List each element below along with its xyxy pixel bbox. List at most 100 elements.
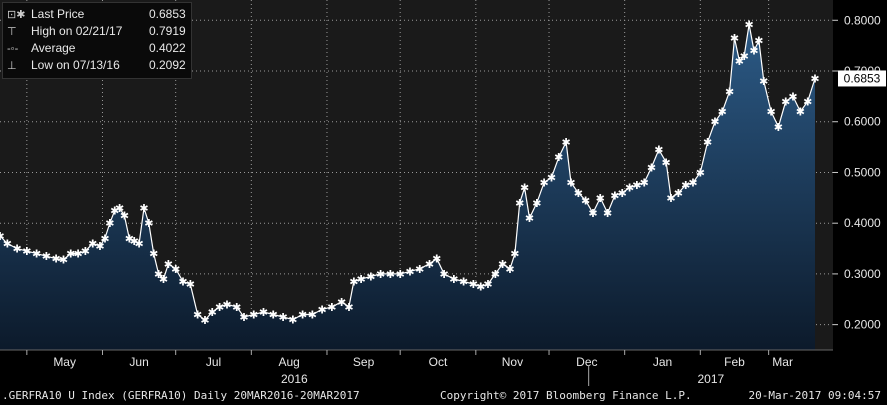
- data-point: ✱: [415, 263, 424, 276]
- legend-last-price-value: 0.6853: [149, 7, 186, 21]
- x-tick-label: May: [53, 355, 76, 369]
- x-tick-label: Feb: [724, 355, 745, 369]
- data-point: ✱: [618, 187, 627, 200]
- data-point: ✱: [647, 161, 656, 174]
- data-point: ✱: [740, 50, 749, 63]
- data-point: ✱: [139, 202, 148, 215]
- data-point: ✱: [625, 182, 634, 195]
- y-tick-label: 0.4000: [844, 216, 881, 230]
- data-point: ✱: [766, 106, 775, 119]
- data-point: ✱: [510, 248, 519, 261]
- legend-high-label: High on 02/21/17: [31, 24, 123, 38]
- data-point: ✱: [425, 258, 434, 271]
- data-point: ✱: [239, 311, 248, 324]
- data-point: ✱: [134, 237, 143, 250]
- x-axis: May Jun Jul Aug Sep Oct Nov Dec Jan Feb Mar 2016 201…: [26, 350, 793, 386]
- data-point: ✱: [200, 314, 209, 327]
- y-tick-label: 0.3000: [844, 267, 881, 281]
- x-tick-label: Dec: [576, 355, 597, 369]
- y-tick-label: 0.6000: [844, 115, 881, 129]
- price-area: [0, 24, 815, 351]
- legend-average-value: 0.4022: [149, 41, 186, 55]
- data-point: ✱: [22, 245, 31, 258]
- legend-low-label: Low on 07/13/16: [31, 58, 120, 72]
- data-point: ✱: [725, 85, 734, 98]
- high-marker-icon: ⊤: [7, 26, 17, 38]
- data-point: ✱: [574, 187, 583, 200]
- data-point: ✱: [674, 187, 683, 200]
- legend-last-price: ⊡✱ Last Price 0.6853: [7, 7, 186, 22]
- data-point: ✱: [259, 306, 268, 319]
- x-year-label: 2017: [697, 372, 724, 386]
- data-point: ✱: [81, 245, 90, 258]
- data-point: ✱: [754, 35, 763, 48]
- x-tick-label: Mar: [772, 355, 793, 369]
- y-tick-label: 0.8000: [844, 13, 881, 27]
- data-point: ✱: [469, 278, 478, 291]
- data-point: ✱: [405, 265, 414, 278]
- data-point: ✱: [3, 237, 12, 250]
- data-point: ✱: [718, 106, 727, 119]
- price-chart: ✱ ✱ ✱ ✱ ✱ ✱✱✱✱✱✱✱✱✱✱✱✱✱✱✱✱✱✱✱✱✱✱✱✱✱✱✱✱✱ ✱✱ ✱ ✱ ✱ ✱…: [0, 0, 887, 386]
- footer-copyright: Copyright© 2017 Bloomberg Finance L.P.: [440, 389, 692, 402]
- data-point: ✱: [269, 308, 278, 321]
- legend-high: ⊤ High on 02/21/17 0.7919: [7, 24, 186, 39]
- average-marker-icon: -◦-: [7, 43, 19, 55]
- data-point: ✱: [491, 268, 500, 281]
- data-point: ✱: [278, 311, 287, 324]
- data-point: ✱: [688, 177, 697, 190]
- data-point: ✱: [215, 301, 224, 314]
- data-point: ✱: [115, 202, 124, 215]
- data-point: ✱: [432, 253, 441, 266]
- data-point: ✱: [803, 95, 812, 108]
- data-point: ✱: [42, 250, 51, 263]
- data-point: ✱: [130, 235, 139, 248]
- data-point: ✱: [178, 276, 187, 289]
- data-point: ✱: [730, 32, 739, 45]
- data-point: ✱: [566, 177, 575, 190]
- footer-timestamp: 20-Mar-2017 09:04:57: [748, 389, 881, 402]
- data-point: ✱: [105, 217, 114, 230]
- data-point: ✱: [357, 273, 366, 286]
- data-point: ✱: [232, 301, 241, 314]
- data-point: ✱: [788, 90, 797, 103]
- data-point: ✱: [520, 182, 529, 195]
- low-marker-icon: ⊥: [7, 60, 17, 72]
- data-point: ✱: [540, 177, 549, 190]
- data-point: ✱: [298, 308, 307, 321]
- data-point: ✱: [525, 212, 534, 225]
- data-point: ✱: [554, 151, 563, 164]
- data-point: ✱: [186, 278, 195, 291]
- data-point: ✱: [125, 232, 134, 245]
- x-tick-label: Nov: [502, 355, 523, 369]
- last-price-tag-label: 0.6853: [844, 71, 881, 85]
- legend-low: ⊥ Low on 07/13/16 0.2092: [7, 58, 186, 73]
- data-point: ✱: [703, 136, 712, 149]
- data-point: ✱: [774, 121, 783, 134]
- data-point: ✱: [164, 258, 173, 271]
- data-point: ✱: [159, 273, 168, 286]
- x-axis-panel: [0, 350, 887, 386]
- x-tick-label: Jun: [129, 355, 148, 369]
- data-point: ✱: [810, 72, 819, 85]
- legend-last-price-label: Last Price: [31, 7, 85, 21]
- x-tick-label: Jan: [653, 355, 672, 369]
- x-year-label: 2016: [281, 372, 308, 386]
- data-point: ✱: [366, 270, 375, 283]
- data-point: ✱: [249, 308, 258, 321]
- data-point: ✱: [12, 243, 21, 256]
- legend-low-value: 0.2092: [149, 58, 186, 72]
- data-point: ✱: [288, 314, 297, 327]
- x-tick-label: Sep: [353, 355, 375, 369]
- data-point: ✱: [476, 281, 485, 294]
- data-point: ✱: [654, 144, 663, 157]
- data-point: ✱: [681, 179, 690, 192]
- data-point: ✱: [745, 18, 754, 31]
- chart-footer: .GERFRA10 U Index (GERFRA10) Daily 20MAR…: [0, 386, 887, 405]
- last-price-marker-icon: ⊡✱: [7, 9, 26, 21]
- data-point: ✱: [88, 237, 97, 250]
- data-point: ✱: [666, 192, 675, 205]
- data-point: ✱: [100, 232, 109, 245]
- data-point: ✱: [632, 179, 641, 192]
- x-tick-label: Jul: [206, 355, 221, 369]
